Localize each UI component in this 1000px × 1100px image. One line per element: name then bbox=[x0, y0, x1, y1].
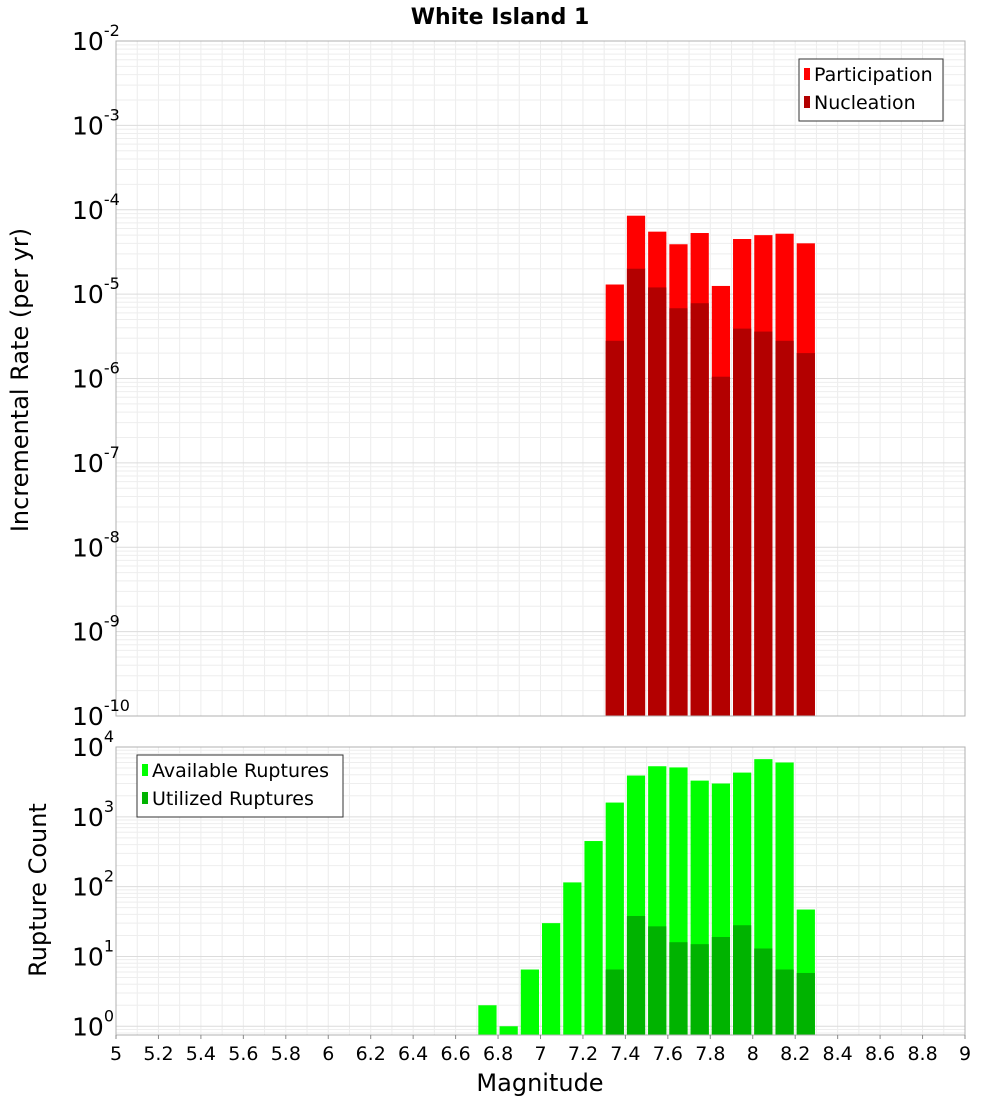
bottom-legend-label: Utilized Ruptures bbox=[152, 788, 314, 810]
top-y-tick-label: 10-9 bbox=[72, 612, 120, 647]
top-grid bbox=[115, 40, 966, 717]
x-tick-label: 6.2 bbox=[356, 1043, 386, 1065]
x-tick-label: 8 bbox=[747, 1043, 759, 1065]
bottom-bar-available-ruptures bbox=[520, 969, 539, 1035]
bottom-bar-available-ruptures bbox=[478, 1005, 497, 1035]
top-y-axis-label: Incremental Rate (per yr) bbox=[6, 228, 34, 532]
x-tick-label: 6.6 bbox=[440, 1043, 470, 1065]
x-tick-label: 8.8 bbox=[907, 1043, 937, 1065]
x-tick-label: 5.8 bbox=[271, 1043, 301, 1065]
bottom-y-tick-label: 102 bbox=[72, 867, 114, 902]
bottom-bar-utilized-ruptures bbox=[605, 969, 624, 1035]
rupture-count-panel: 104 103 102 101 100 Available Ruptures Utilize… bbox=[72, 727, 971, 1065]
x-tick-label: 5.6 bbox=[228, 1043, 258, 1065]
x-tick-label: 7 bbox=[534, 1043, 546, 1065]
x-tick-label: 7.6 bbox=[653, 1043, 683, 1065]
x-tick-label: 8.6 bbox=[865, 1043, 895, 1065]
x-tick-label: 8.2 bbox=[780, 1043, 810, 1065]
top-bar-nucleation bbox=[775, 340, 794, 716]
bottom-bar-available-ruptures bbox=[542, 923, 561, 1035]
x-tick-label: 5 bbox=[110, 1043, 122, 1065]
top-bar-nucleation bbox=[690, 303, 709, 716]
bottom-legend-box bbox=[136, 754, 344, 818]
chart-title: White Island 1 bbox=[411, 5, 590, 30]
bottom-legend: Available Ruptures Utilized Ruptures bbox=[136, 754, 344, 818]
x-tick-label: 6 bbox=[322, 1043, 334, 1065]
x-tick-label: 9 bbox=[959, 1043, 971, 1065]
top-bar-nucleation bbox=[733, 328, 752, 716]
bottom-bar-utilized-ruptures bbox=[711, 936, 731, 1035]
bottom-bar-utilized-ruptures bbox=[626, 915, 646, 1035]
bottom-bar-utilized-ruptures bbox=[669, 942, 688, 1035]
bottom-y-tick-label: 103 bbox=[72, 797, 114, 832]
bottom-bar-utilized-ruptures bbox=[796, 972, 815, 1035]
top-legend-label: Participation bbox=[814, 64, 933, 86]
incremental-rate-panel: 10-2 10-3 10-4 10-5 10-6 10-7 10-8 10-9 10-10 Par… bbox=[72, 21, 966, 731]
top-plot-frame bbox=[115, 40, 966, 717]
top-bar-nucleation bbox=[626, 268, 646, 716]
bottom-bar-utilized-ruptures bbox=[648, 926, 667, 1035]
bottom-bar-utilized-ruptures bbox=[775, 969, 794, 1035]
x-tick-label: 6.8 bbox=[483, 1043, 513, 1065]
bottom-y-tick-label: 101 bbox=[72, 936, 114, 971]
bottom-bar-utilized-ruptures bbox=[754, 948, 773, 1035]
top-legend-swatch bbox=[804, 96, 810, 108]
x-tick-label: 5.2 bbox=[143, 1043, 173, 1065]
x-ticks: 5 5.2 5.4 5.6 5.8 6 6.2 6.4 6.6 6.8 7 7.2 7.4 7.6 7.8 8… bbox=[110, 1035, 971, 1065]
top-bar-nucleation bbox=[754, 331, 773, 716]
bottom-bar-available-ruptures bbox=[584, 841, 603, 1035]
bottom-legend-label: Available Ruptures bbox=[152, 760, 329, 782]
top-legend-label: Nucleation bbox=[814, 92, 916, 114]
x-tick-label: 5.4 bbox=[186, 1043, 216, 1065]
top-y-tick-label: 10-7 bbox=[72, 443, 120, 478]
bottom-bar-available-ruptures bbox=[499, 1026, 518, 1035]
bottom-bar-utilized-ruptures bbox=[690, 944, 709, 1035]
bottom-bar-available-ruptures bbox=[563, 882, 582, 1035]
top-legend-box bbox=[798, 58, 944, 122]
top-bar-nucleation bbox=[796, 353, 815, 716]
top-y-tick-label: 10-5 bbox=[72, 274, 120, 309]
bottom-bar-utilized-ruptures bbox=[733, 925, 752, 1035]
bottom-series-1 bbox=[605, 915, 815, 1035]
bottom-bar-available-ruptures bbox=[775, 762, 794, 1035]
top-series-1 bbox=[605, 268, 815, 716]
x-tick-label: 7.8 bbox=[695, 1043, 725, 1065]
x-axis-label: Magnitude bbox=[476, 1069, 603, 1097]
x-tick-label: 7.4 bbox=[610, 1043, 640, 1065]
x-tick-label: 6.4 bbox=[398, 1043, 428, 1065]
top-y-tick-label: 10-6 bbox=[72, 359, 120, 394]
top-y-tick-label: 10-3 bbox=[72, 105, 120, 140]
top-bar-nucleation bbox=[669, 308, 688, 716]
top-y-tick-label: 10-10 bbox=[72, 696, 130, 731]
top-y-ticks: 10-2 10-3 10-4 10-5 10-6 10-7 10-8 10-9 10-10 bbox=[72, 21, 130, 731]
top-y-tick-label: 10-2 bbox=[72, 21, 120, 56]
bottom-y-axis-label: Rupture Count bbox=[24, 803, 52, 977]
x-tick-label: 8.4 bbox=[823, 1043, 853, 1065]
top-bar-nucleation bbox=[605, 340, 624, 716]
bottom-y-tick-label: 100 bbox=[72, 1006, 114, 1041]
bottom-legend-swatch bbox=[142, 792, 148, 804]
top-legend-swatch bbox=[804, 68, 810, 80]
bottom-y-ticks: 104 103 102 101 100 bbox=[72, 727, 114, 1041]
top-legend: Participation Nucleation bbox=[798, 58, 944, 122]
x-tick-label: 7.2 bbox=[568, 1043, 598, 1065]
top-y-tick-label: 10-8 bbox=[72, 527, 120, 562]
bottom-y-tick-label: 104 bbox=[72, 727, 114, 762]
top-bar-nucleation bbox=[711, 376, 731, 716]
top-y-tick-label: 10-4 bbox=[72, 190, 120, 225]
top-bar-nucleation bbox=[648, 287, 667, 716]
bottom-legend-swatch bbox=[142, 764, 148, 776]
